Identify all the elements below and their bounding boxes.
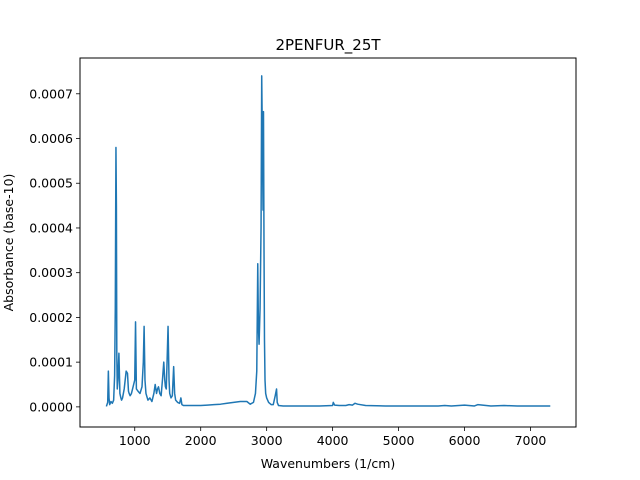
x-ticks: 1000 2000 3000 4000 5000 6000 7000	[119, 427, 547, 448]
plot-frame	[79, 57, 577, 428]
y-tick-label: 0.0007	[29, 86, 73, 101]
y-tick-label: 0.0002	[29, 310, 73, 325]
x-tick-label: 3000	[251, 433, 283, 448]
y-ticks: 0.0000 0.0001 0.0002 0.0003 0.0004 0.0005 0.00…	[29, 86, 80, 414]
x-tick-label: 6000	[449, 433, 481, 448]
x-axis-title: Wavenumbers (1/cm)	[261, 456, 396, 471]
y-axis-title: Absorbance (base-10)	[1, 174, 16, 312]
plot-layer	[105, 75, 551, 407]
y-tick-label: 0.0006	[29, 131, 73, 146]
x-tick-label: 4000	[317, 433, 349, 448]
series-line-0	[105, 75, 551, 407]
x-tick-label: 2000	[185, 433, 217, 448]
x-tick-label: 1000	[119, 433, 151, 448]
y-tick-label: 0.0001	[29, 355, 73, 370]
y-tick-label: 0.0003	[29, 265, 73, 280]
y-tick-label: 0.0005	[29, 176, 73, 191]
y-tick-label: 0.0000	[29, 399, 73, 414]
x-tick-label: 7000	[515, 433, 547, 448]
chart-title: 2PENFUR_25T	[275, 36, 381, 55]
y-tick-label: 0.0004	[29, 220, 73, 235]
x-tick-label: 5000	[383, 433, 415, 448]
